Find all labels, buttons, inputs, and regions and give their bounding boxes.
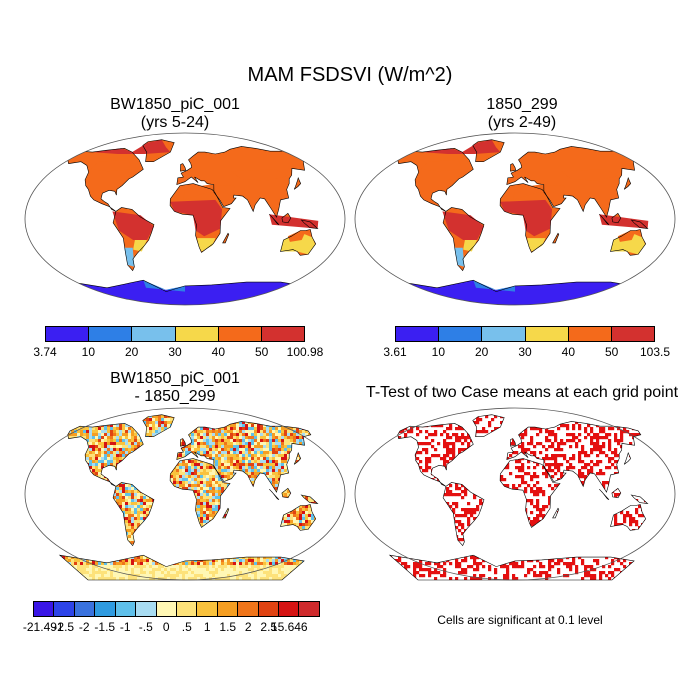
difference-colorbar-swatch (216, 602, 238, 616)
difference-colorbar-swatch (53, 602, 74, 616)
case-colorbar-swatch (46, 327, 89, 341)
difference-colorbar-tick-label: -.5 (138, 620, 153, 634)
control-colorbar-tick-label: 50 (604, 345, 619, 359)
difference-colorbar-swatch (114, 602, 136, 616)
case-colorbar-tick-label: 40 (211, 345, 225, 359)
case-title-line2: (yrs 5-24) (140, 114, 210, 131)
control-colorbar-swatch (396, 327, 439, 341)
difference-colorbar-swatch (155, 602, 176, 616)
control-colorbar-swatch (567, 327, 611, 341)
difference-colorbar-tick-label: -1 (119, 620, 131, 634)
difference-colorbar-swatch (34, 602, 54, 616)
ttest-map (354, 407, 676, 581)
control-colorbar-tick-label: 40 (561, 345, 575, 359)
difference-colorbar-tick-label: -1.5 (94, 620, 116, 634)
control-colorbar-tick-label: 3.61 (383, 345, 407, 359)
difference-colorbar-swatch (196, 602, 217, 616)
case-colorbar-tick-label: 50 (254, 345, 269, 359)
ttest-panel-title: T-Test of two Case means at each grid po… (365, 384, 679, 401)
case-colorbar-swatch (260, 327, 305, 341)
difference-colorbar-tick-label: -2 (78, 620, 90, 634)
case-colorbar-tick-label: 20 (124, 345, 139, 359)
case-colorbar-tick-label: 30 (168, 345, 182, 359)
difference-title-line2: - 1850_299 (134, 388, 216, 405)
difference-colorbar-tick-label: 0 (162, 620, 170, 634)
difference-colorbar-swatch (298, 602, 319, 616)
case-colorbar-swatch (217, 327, 261, 341)
difference-colorbar-swatch (257, 602, 279, 616)
difference-panel-title: BW1850_piC_001 - 1850_299 (55, 370, 295, 406)
control-colorbar-swatch (610, 327, 655, 341)
control-panel-title: 1850_299 (yrs 2-49) (402, 96, 642, 132)
difference-colorbar-swatch (237, 602, 258, 616)
control-colorbar-swatch (438, 327, 482, 341)
control-map (354, 132, 676, 306)
case-colorbar-tick-label: 3.74 (33, 345, 57, 359)
case-colorbar-swatch (174, 327, 218, 341)
difference-map (24, 407, 346, 581)
case-title-line1: BW1850_piC_001 (110, 96, 240, 113)
control-title-line2: (yrs 2-49) (487, 114, 557, 131)
difference-title-line1: BW1850_piC_001 (110, 370, 240, 387)
control-colorbar: 3.61 10 20 30 40 50 103.5 (375, 326, 675, 362)
case-colorbar-tick-label: 10 (81, 345, 95, 359)
figure-title: MAM FSDSVI (W/m^2) (247, 64, 453, 86)
difference-colorbar-tick-label: -21.491 (22, 620, 64, 634)
difference-colorbar-swatch (94, 602, 115, 616)
control-colorbar-tick-label: 30 (518, 345, 532, 359)
case-map (24, 132, 346, 306)
difference-colorbar-swatches (33, 601, 320, 617)
control-colorbar-swatch (524, 327, 568, 341)
case-colorbar-swatch (131, 327, 175, 341)
control-colorbar-swatches (395, 326, 655, 342)
case-colorbar: 3.74 10 20 30 40 50 100.98 (25, 326, 325, 362)
difference-colorbar-tick-label: 1 (203, 620, 211, 634)
difference-colorbar-swatch (135, 602, 156, 616)
control-colorbar-tick-label: 20 (474, 345, 489, 359)
difference-colorbar-tick-label: 15.646 (270, 620, 308, 634)
control-colorbar-swatch (481, 327, 525, 341)
case-colorbar-tick-label: 100.98 (286, 345, 324, 359)
difference-colorbar-tick-label: 1.5 (219, 620, 237, 634)
difference-colorbar-tick-label: .5 (181, 620, 192, 634)
control-colorbar-tick-label: 10 (431, 345, 445, 359)
significance-note: Cells are significant at 0.1 level (437, 613, 603, 627)
difference-colorbar-tick-label: 2.5 (260, 620, 278, 634)
difference-colorbar-tick-label: 2 (244, 620, 252, 634)
case-panel-title: BW1850_piC_001 (yrs 5-24) (55, 96, 295, 132)
case-colorbar-swatches (45, 326, 305, 342)
control-title-line1: 1850_299 (486, 96, 558, 113)
difference-colorbar: -21.491 -2.5 -2 -1.5 -1 -.5 0 .5 1 1.5 2 2.5 15.646 (10, 601, 340, 637)
difference-colorbar-tick-label: -2.5 (53, 620, 75, 634)
case-colorbar-swatch (88, 327, 132, 341)
difference-colorbar-swatch (175, 602, 197, 616)
difference-colorbar-swatch (73, 602, 95, 616)
difference-colorbar-swatch (278, 602, 299, 616)
control-colorbar-tick-label: 103.5 (639, 345, 671, 359)
